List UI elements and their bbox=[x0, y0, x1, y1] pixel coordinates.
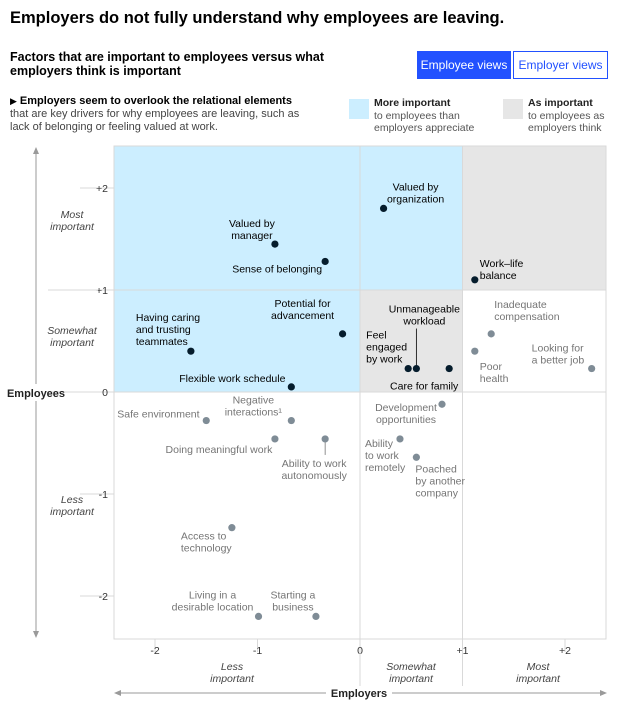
data-point-label: Negative interactions¹ bbox=[225, 395, 283, 419]
x-tick-label: -1 bbox=[253, 645, 262, 657]
data-point bbox=[228, 524, 236, 532]
x-axis-arrow-left-icon bbox=[114, 690, 121, 696]
data-point-label: Potential for advancement bbox=[271, 298, 334, 322]
x-axis-arrow-right-icon bbox=[600, 690, 607, 696]
y-tick-label: -2 bbox=[99, 591, 108, 603]
y-tick-label: 0 bbox=[102, 387, 108, 399]
x-band-label-somewhat: Somewhat important bbox=[386, 661, 437, 685]
region-as-important-middle bbox=[360, 290, 463, 392]
data-point-label: Poor health bbox=[480, 361, 509, 385]
data-point-label: Flexible work schedule bbox=[179, 373, 285, 385]
data-point bbox=[287, 383, 295, 391]
y-band-label-somewhat: Somewhat important bbox=[47, 325, 98, 349]
y-axis-arrow-down-icon bbox=[33, 631, 39, 638]
data-point bbox=[588, 364, 596, 373]
employer-views-button[interactable]: Employer views bbox=[513, 51, 608, 79]
data-point bbox=[438, 400, 446, 408]
data-point bbox=[312, 612, 320, 621]
x-tick-label: +1 bbox=[457, 645, 469, 657]
x-band-label-less: Less important bbox=[210, 661, 255, 685]
data-point bbox=[379, 204, 388, 212]
y-tick-label: -1 bbox=[99, 489, 108, 501]
employee-views-button[interactable]: Employee views bbox=[417, 51, 511, 79]
x-tick-label: +2 bbox=[559, 645, 571, 657]
y-axis-arrow-up-icon bbox=[33, 147, 39, 154]
data-point-label: Access to technology bbox=[181, 531, 233, 555]
data-point-label: Poached by another company bbox=[415, 463, 465, 499]
data-point bbox=[271, 240, 279, 248]
data-point-label: Doing meaningful work bbox=[166, 444, 274, 456]
data-point-label: Inadequate compensation bbox=[494, 299, 560, 323]
data-point bbox=[412, 453, 420, 461]
legend-item-more-important: More important to employees than employe… bbox=[374, 97, 494, 135]
data-point bbox=[321, 435, 329, 443]
x-tick-label: 0 bbox=[357, 645, 363, 657]
legend-title-more-important: More important bbox=[374, 97, 451, 109]
data-point bbox=[471, 347, 479, 355]
legend-swatch-more-important bbox=[349, 99, 369, 119]
legend-swatch-as-important bbox=[503, 99, 523, 119]
data-point bbox=[412, 364, 420, 373]
data-point bbox=[202, 416, 210, 425]
y-tick-label: +1 bbox=[96, 285, 108, 297]
data-point bbox=[396, 435, 404, 443]
data-point-label: Valued by organization bbox=[387, 181, 444, 205]
data-point-label: Sense of belonging bbox=[232, 263, 322, 275]
triangle-right-icon: ▶ bbox=[10, 96, 17, 106]
data-point-label: Looking for a better job bbox=[532, 343, 585, 367]
legend-text-more-important: to employees than employers appreciate bbox=[374, 109, 475, 135]
data-point-label: Unmanageable workload bbox=[389, 304, 460, 328]
data-point-label: Safe environment bbox=[117, 409, 199, 421]
data-point bbox=[287, 416, 295, 425]
legend-text-as-important: to employees as employers think bbox=[528, 109, 605, 135]
legend-item-as-important: As important to employees as employers t… bbox=[528, 97, 618, 135]
chart-title: Employers do not fully understand why em… bbox=[10, 9, 505, 27]
chart-subtitle: Factors that are important to employees … bbox=[10, 50, 324, 78]
data-point-label: Living in a desirable location bbox=[172, 589, 254, 613]
data-point-label: Valued by manager bbox=[229, 218, 276, 242]
region-as-important-top-right bbox=[462, 146, 606, 290]
key-insight-note: ▶ Employers seem to overlook the relation… bbox=[10, 95, 320, 134]
note-text: that are key drivers for why employees a… bbox=[10, 108, 300, 133]
data-point bbox=[338, 330, 347, 338]
y-axis-title: Employees bbox=[7, 388, 65, 400]
x-tick-label: -2 bbox=[150, 645, 159, 657]
x-band-label-most: Most important bbox=[516, 661, 561, 685]
data-point-label: Feel engaged by work bbox=[366, 330, 407, 366]
data-point-label: Care for family bbox=[390, 381, 459, 393]
region-more-important-top bbox=[360, 146, 463, 290]
data-point-label: Development opportunities bbox=[375, 402, 437, 426]
data-point bbox=[187, 347, 195, 355]
x-axis-title: Employers bbox=[331, 688, 387, 700]
data-point bbox=[487, 330, 495, 338]
data-point bbox=[271, 435, 279, 443]
data-point bbox=[404, 364, 412, 373]
data-point-label: Work–life balance bbox=[480, 258, 524, 282]
data-point-label: Ability to work autonomously bbox=[281, 458, 347, 482]
y-tick-label: +2 bbox=[96, 183, 108, 195]
note-lead: Employers seem to overlook the relationa… bbox=[19, 95, 292, 107]
y-band-label-less: Less important bbox=[50, 494, 95, 518]
data-point bbox=[321, 257, 329, 266]
data-point-label: Having caring and trusting teammates bbox=[136, 312, 200, 348]
data-point bbox=[254, 612, 263, 621]
data-point bbox=[445, 364, 453, 373]
data-point-label: Ability to work remotely bbox=[365, 438, 406, 474]
data-point bbox=[471, 276, 479, 284]
legend-title-as-important: As important bbox=[528, 97, 593, 109]
y-band-label-most: Most important bbox=[50, 209, 95, 233]
data-point-label: Starting a business bbox=[270, 589, 315, 613]
region-more-important-left bbox=[114, 146, 360, 392]
